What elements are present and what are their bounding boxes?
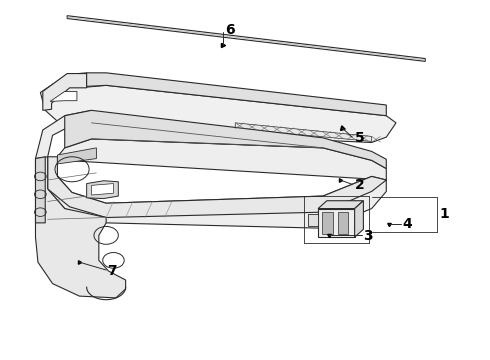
Text: 4: 4 — [402, 217, 412, 231]
Polygon shape — [35, 157, 125, 298]
Polygon shape — [318, 208, 355, 237]
Text: 3: 3 — [364, 229, 373, 243]
Polygon shape — [355, 201, 364, 237]
Polygon shape — [35, 157, 45, 223]
Polygon shape — [43, 73, 87, 111]
Polygon shape — [50, 91, 77, 102]
Polygon shape — [40, 73, 396, 143]
Polygon shape — [87, 73, 386, 116]
Polygon shape — [318, 201, 364, 208]
Text: 1: 1 — [440, 207, 450, 221]
Polygon shape — [87, 181, 118, 199]
Polygon shape — [235, 123, 372, 141]
Text: 7: 7 — [108, 264, 117, 278]
Polygon shape — [67, 16, 425, 62]
Polygon shape — [65, 111, 386, 168]
Polygon shape — [35, 111, 386, 228]
Polygon shape — [48, 157, 386, 217]
Polygon shape — [322, 212, 333, 234]
Text: 5: 5 — [355, 131, 365, 145]
Polygon shape — [338, 212, 348, 234]
Polygon shape — [57, 148, 97, 164]
Text: 6: 6 — [225, 23, 235, 37]
Polygon shape — [92, 184, 114, 195]
Polygon shape — [308, 214, 318, 226]
Text: 2: 2 — [355, 178, 365, 192]
